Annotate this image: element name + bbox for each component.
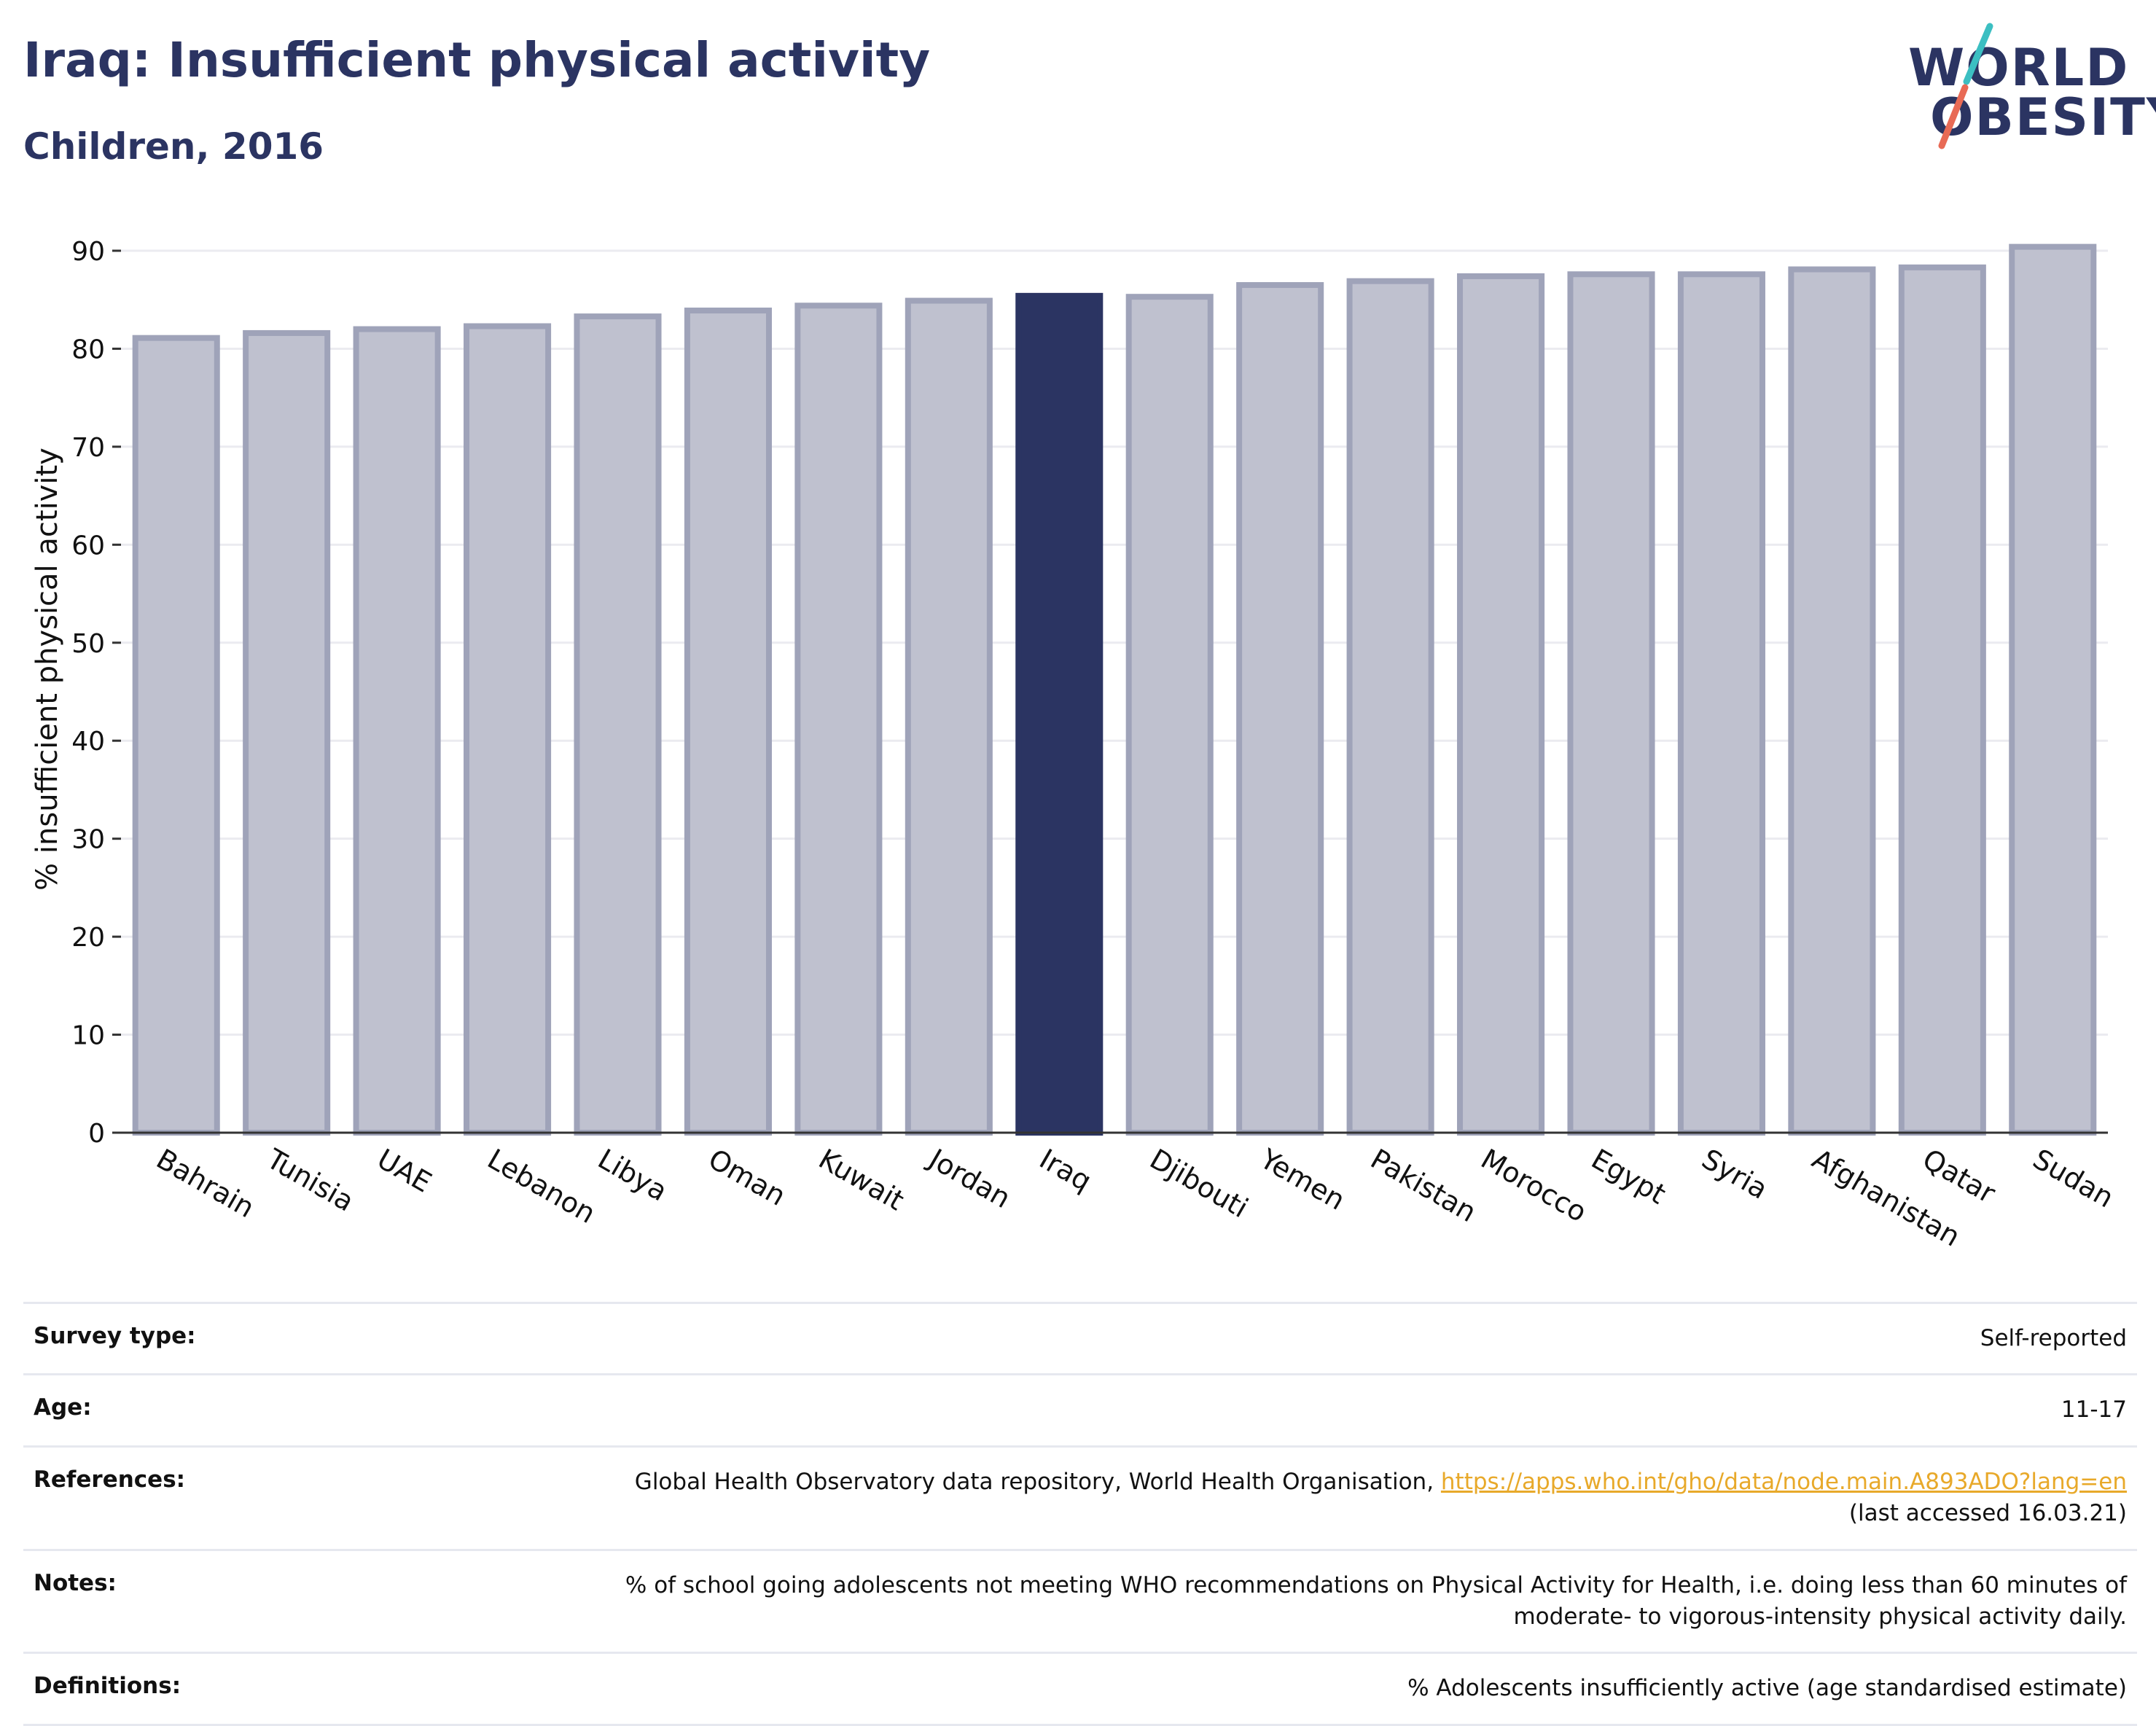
y-tick-label: 60 — [71, 531, 105, 561]
logo-text-world: WORLD — [1908, 38, 2130, 98]
notes-text-line2: moderate- to vigorous-intensity physical… — [1513, 1603, 2127, 1630]
y-tick-label: 50 — [71, 629, 105, 659]
x-tick-label: Morocco — [1476, 1143, 1593, 1229]
x-tick-label: Lebanon — [483, 1143, 601, 1230]
x-tick-label: Iraq — [1034, 1143, 1097, 1198]
x-tick-label: Egypt — [1586, 1143, 1671, 1211]
bar-pakistan — [1346, 278, 1434, 1136]
x-tick-label: Tunisia — [261, 1142, 359, 1218]
x-tick-label: Libya — [593, 1143, 673, 1208]
notes-text-line1: % of school going adolescents not meetin… — [625, 1571, 2127, 1598]
info-row-age: Age: 11-17 — [23, 1373, 2137, 1445]
x-tick-label: Jordan — [923, 1142, 1016, 1215]
logo-slash-icon — [1938, 23, 1993, 149]
bar-sudan — [2009, 243, 2097, 1136]
info-row-definitions: Definitions: % Adolescents insufficientl… — [23, 1652, 2137, 1726]
x-tick-label: Pakistan — [1365, 1143, 1482, 1229]
bar-egypt — [1567, 271, 1655, 1136]
info-row-survey-type: Survey type: Self-reported — [23, 1302, 2137, 1373]
bar-djibouti — [1125, 294, 1214, 1136]
bar-yemen — [1236, 282, 1324, 1136]
info-value: Global Health Observatory data repositor… — [635, 1467, 2127, 1530]
x-tick-label: Oman — [703, 1143, 791, 1212]
reference-link[interactable]: https://apps.who.int/gho/data/node.main.… — [1440, 1468, 2127, 1495]
x-tick-label: Kuwait — [813, 1143, 910, 1217]
world-obesity-logo: WORLD OBESITY — [1908, 20, 2156, 152]
chart-title: Iraq: Insufficient physical activity — [23, 32, 931, 88]
x-tick-label: UAE — [372, 1143, 437, 1199]
info-key: Age: — [34, 1394, 92, 1421]
y-tick-label: 0 — [88, 1119, 105, 1149]
bar-bahrain — [132, 335, 220, 1136]
bar-lebanon — [464, 323, 552, 1136]
y-axis-label: % insufficient physical activity — [31, 448, 64, 891]
info-value: % of school going adolescents not meetin… — [625, 1570, 2127, 1633]
logo-text-obesity: OBESITY — [1930, 87, 2156, 147]
x-tick-label: Bahrain — [151, 1143, 259, 1225]
bars — [132, 243, 2097, 1136]
info-row-notes: Notes: % of school going adolescents not… — [23, 1548, 2137, 1652]
x-tick-label: Qatar — [1917, 1143, 2001, 1210]
info-key: Notes: — [34, 1569, 117, 1596]
y-tick-label: 10 — [71, 1021, 105, 1051]
bar-qatar — [1898, 264, 1986, 1136]
bar-libya — [574, 313, 662, 1136]
y-tick-label: 30 — [71, 825, 105, 855]
reference-text: Global Health Observatory data repositor… — [634, 1468, 1441, 1495]
bar-iraq — [1015, 292, 1104, 1136]
bar-morocco — [1457, 273, 1545, 1136]
info-value: % Adolescents insufficiently active (age… — [1407, 1675, 2127, 1702]
bar-jordan — [905, 297, 993, 1136]
info-key: References: — [34, 1466, 186, 1493]
info-table: Survey type: Self-reported Age: 11-17 Re… — [23, 1302, 2137, 1726]
x-tick-label: Djibouti — [1144, 1143, 1254, 1225]
info-row-references: References: Global Health Observatory da… — [23, 1445, 2137, 1549]
info-key: Survey type: — [34, 1323, 196, 1349]
info-key: Definitions: — [34, 1673, 181, 1700]
y-tick-label: 90 — [71, 237, 105, 267]
y-tick-label: 70 — [71, 433, 105, 463]
x-tick-label: Syria — [1696, 1143, 1773, 1206]
bar-oman — [684, 308, 772, 1136]
x-tick-label: Yemen — [1254, 1142, 1351, 1217]
bar-syria — [1677, 271, 1765, 1136]
info-value: Self-reported — [1980, 1325, 2127, 1351]
bar-afghanistan — [1788, 266, 1876, 1136]
bar-kuwait — [794, 302, 883, 1136]
chart-subtitle: Children, 2016 — [23, 125, 324, 168]
gridlines — [121, 249, 2108, 1036]
y-tick-label: 20 — [71, 923, 105, 953]
x-tick-label: Sudan — [2028, 1143, 2120, 1214]
bar-chart: 0 10 20 30 40 50 60 70 80 90 Bahrain Tunisia UAE Leba… — [31, 237, 2120, 1253]
reference-accessed: (last accessed 16.03.21) — [1848, 1500, 2127, 1527]
info-value: 11-17 — [2061, 1397, 2127, 1424]
bar-tunisia — [243, 329, 331, 1136]
bar-uae — [353, 326, 441, 1136]
y-tick-label: 40 — [71, 727, 105, 757]
y-tick-label: 80 — [71, 335, 105, 364]
